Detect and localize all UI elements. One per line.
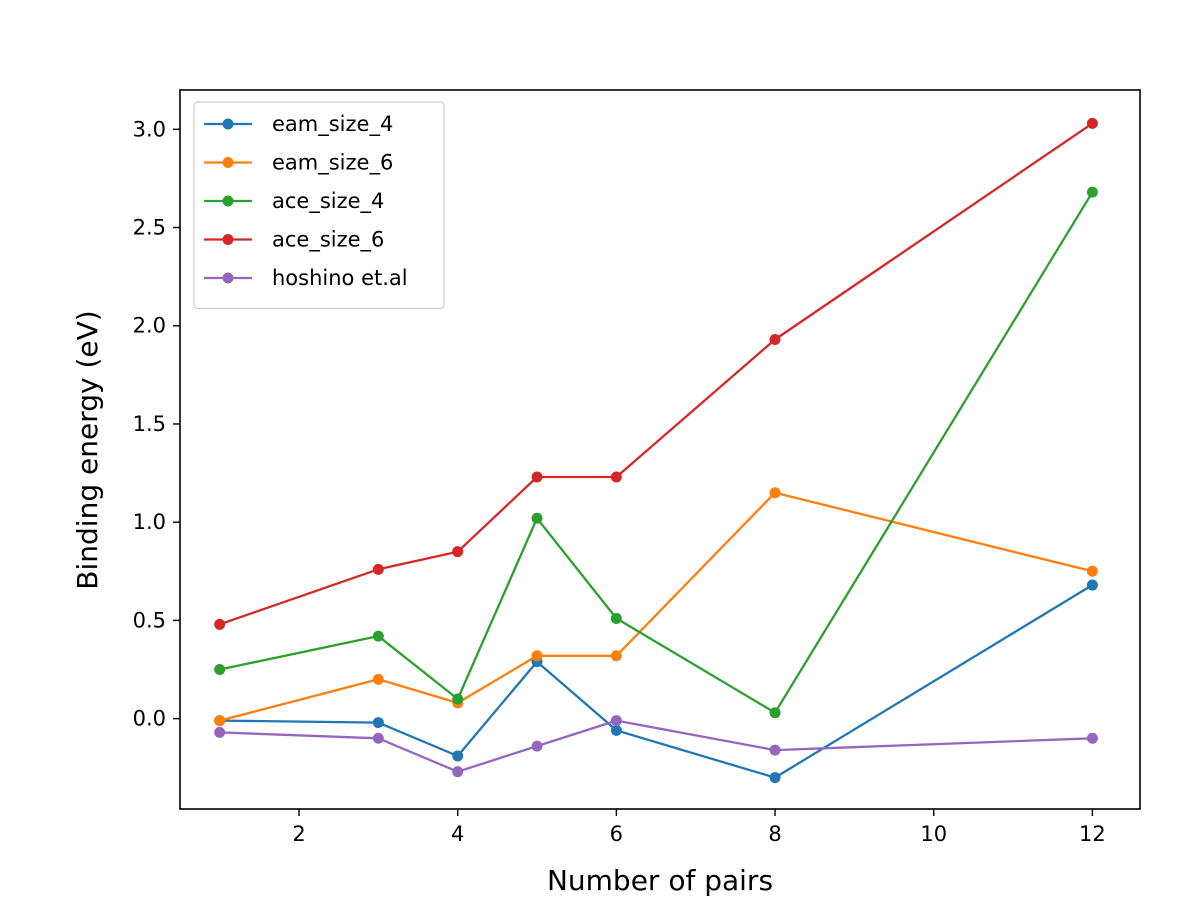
legend-label: ace_size_4 [272, 189, 384, 214]
data-point [214, 726, 226, 738]
data-point [214, 715, 226, 727]
x-tick-label: 12 [1079, 822, 1106, 846]
data-point [531, 740, 543, 752]
data-point [1086, 565, 1098, 577]
data-point [214, 618, 226, 630]
data-point [1086, 732, 1098, 744]
series-3 [214, 117, 1098, 630]
legend-label: eam_size_6 [272, 151, 393, 176]
x-axis-label: Number of pairs [547, 864, 773, 897]
data-point [769, 487, 781, 499]
y-tick-label: 1.5 [133, 412, 166, 436]
legend: eam_size_4 eam_size_6 ace_size_4 ace_size_6… [193, 101, 445, 310]
legend-entry: ace_size_6 [204, 228, 384, 253]
legend-box [193, 101, 445, 310]
data-point [610, 715, 622, 727]
data-point [531, 471, 543, 483]
legend-swatch-marker [222, 195, 234, 207]
legend-label: eam_size_4 [272, 112, 393, 137]
y-tick-label: 0.0 [133, 707, 166, 731]
plot-frame [179, 89, 1141, 810]
data-point [1086, 117, 1098, 129]
legend-entry: eam_size_6 [204, 151, 393, 176]
data-point [452, 766, 464, 778]
y-axis-label: Binding energy (eV) [71, 310, 104, 589]
legend-swatch-marker [222, 234, 234, 245]
x-tick-label: 10 [920, 822, 947, 846]
data-point [372, 563, 384, 575]
y-tick-label: 3.0 [133, 117, 166, 141]
legend-label: ace_size_6 [272, 228, 384, 253]
x-tick-label: 2 [292, 822, 305, 846]
series-1 [214, 487, 1098, 727]
data-point [531, 512, 543, 524]
legend-entry: ace_size_4 [204, 189, 384, 214]
y-tick-label: 2.5 [133, 216, 166, 240]
legend-swatch-marker [222, 272, 234, 284]
data-point [610, 612, 622, 624]
data-point [372, 732, 384, 744]
y-tick-label: 1.0 [133, 510, 166, 534]
data-point [610, 650, 622, 662]
data-point [769, 744, 781, 756]
legend-entry: eam_size_4 [204, 112, 393, 137]
data-point [610, 471, 622, 483]
legend-label: hoshino et.al [272, 266, 408, 290]
series-2 [214, 186, 1098, 719]
legend-entry: hoshino et.al [204, 266, 408, 290]
legend-swatch-marker [222, 118, 234, 130]
x-axis: 2 4 6 8 10 12 [292, 809, 1106, 846]
x-tick-label: 8 [768, 822, 781, 846]
data-point [452, 693, 464, 705]
data-point [769, 772, 781, 784]
data-point [214, 664, 226, 676]
data-point [610, 724, 622, 736]
data-point [452, 546, 464, 558]
legend-swatch-marker [222, 157, 234, 168]
data-point [769, 333, 781, 345]
x-tick-label: 6 [610, 822, 623, 846]
chart-marks [214, 117, 1098, 784]
x-tick-label: 4 [451, 822, 464, 846]
data-point [531, 650, 543, 662]
y-tick-label: 2.0 [133, 314, 166, 338]
data-point [1086, 186, 1098, 198]
data-point [372, 673, 384, 685]
data-point [1086, 579, 1098, 591]
data-point [372, 630, 384, 642]
y-tick-label: 0.5 [133, 608, 166, 632]
y-axis: 0.0 0.5 1.0 1.5 2.0 2.5 3.0 [133, 117, 180, 731]
data-point [452, 750, 464, 762]
series-4 [214, 715, 1098, 778]
data-point [769, 707, 781, 719]
data-point [372, 717, 384, 729]
